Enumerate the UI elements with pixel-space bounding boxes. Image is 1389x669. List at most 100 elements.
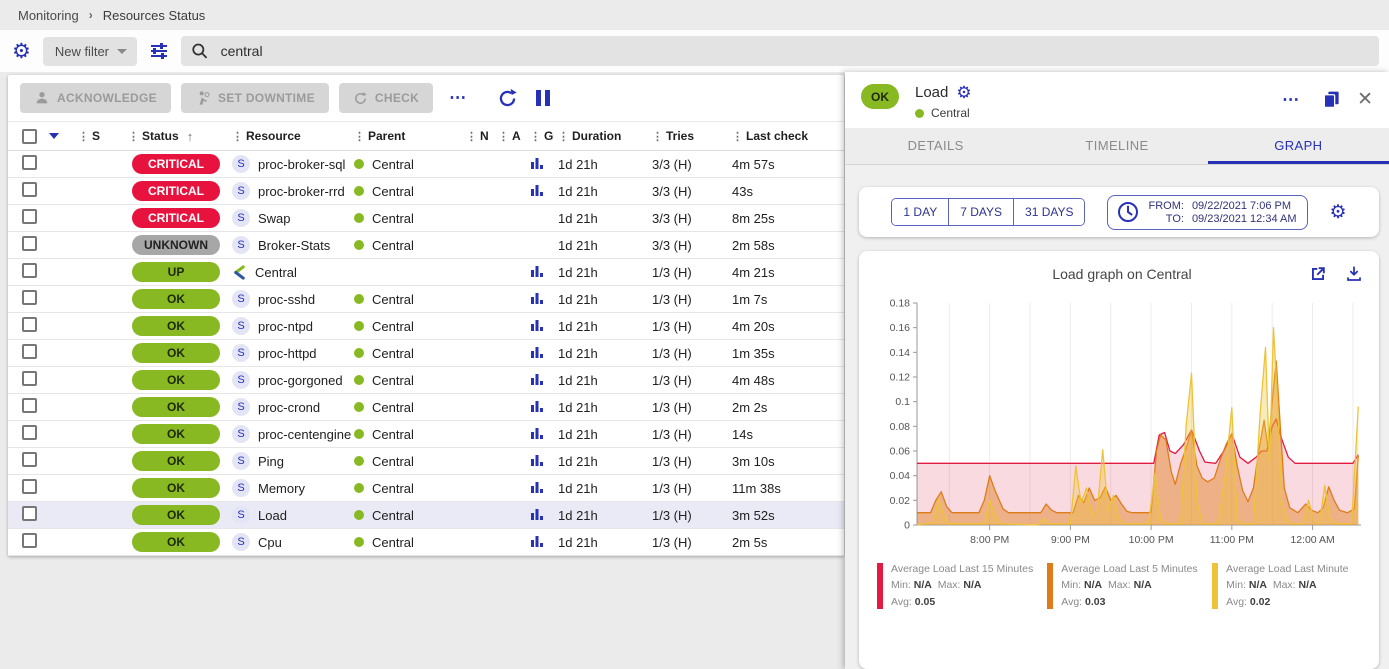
row-checkbox[interactable] [22, 236, 37, 251]
row-checkbox[interactable] [22, 371, 37, 386]
row-checkbox[interactable] [22, 479, 37, 494]
column-header-severity[interactable]: ⋮ S [78, 129, 101, 143]
breadcrumb-item-resources-status[interactable]: Resources Status [102, 7, 206, 23]
status-pill[interactable]: UP [132, 262, 220, 282]
tab-timeline[interactable]: TIMELINE [1085, 138, 1149, 153]
row-checkbox[interactable] [22, 533, 37, 548]
column-header-a[interactable]: ⋮ A [498, 129, 521, 143]
resource-cell[interactable]: S Swap [232, 209, 354, 227]
graph-bars-icon[interactable] [530, 317, 544, 332]
parent-cell[interactable]: Central [354, 157, 466, 172]
status-pill[interactable]: OK [132, 370, 220, 390]
download-icon[interactable] [1345, 265, 1363, 283]
graph-bars-icon[interactable] [530, 371, 544, 386]
resource-cell[interactable]: S Cpu [232, 533, 354, 551]
status-pill[interactable]: OK [132, 478, 220, 498]
row-checkbox[interactable] [22, 425, 37, 440]
close-icon[interactable]: ✕ [1357, 89, 1373, 110]
new-filter-button[interactable]: New filter [42, 36, 138, 66]
column-header-resource[interactable]: ⋮ Resource [232, 129, 301, 143]
status-pill[interactable]: OK [132, 289, 220, 309]
pause-icon[interactable] [536, 90, 551, 106]
graph-bars-icon[interactable] [530, 290, 544, 305]
parent-cell[interactable]: Central [354, 400, 466, 415]
graph-bars-icon[interactable] [530, 398, 544, 413]
column-header-n[interactable]: ⋮ N [466, 129, 489, 143]
table-row[interactable]: OK S Ping Central 1d 21h 1/3 (H) 3m 10s [8, 448, 844, 475]
graph-bars-icon[interactable] [530, 506, 544, 521]
tune-filters-icon[interactable] [149, 41, 169, 61]
tab-details[interactable]: DETAILS [907, 138, 964, 153]
column-header-tries[interactable]: ⋮ Tries [652, 129, 695, 143]
status-pill[interactable]: OK [132, 397, 220, 417]
parent-cell[interactable]: Central [354, 373, 466, 388]
graph-bars-icon[interactable] [530, 533, 544, 548]
resource-cell[interactable]: Central [232, 265, 354, 280]
status-pill[interactable]: OK [132, 532, 220, 552]
parent-cell[interactable]: Central [354, 454, 466, 469]
tab-graph[interactable]: GRAPH [1207, 128, 1389, 164]
row-checkbox[interactable] [22, 317, 37, 332]
detail-more-actions-button[interactable]: ⋯ [1282, 89, 1301, 109]
table-row[interactable]: UP Central 1d 21h 1/3 (H) 4m 21s [8, 259, 844, 286]
parent-cell[interactable]: Central [354, 346, 466, 361]
copy-link-icon[interactable] [1322, 89, 1341, 110]
search-input[interactable] [220, 43, 1369, 59]
legend-item[interactable]: Average Load Last 5 Minutes Min: N/A Max:… [1047, 561, 1198, 610]
parent-cell[interactable]: Central [354, 211, 466, 226]
graph-bars-icon[interactable] [530, 263, 544, 278]
resource-cell[interactable]: S Memory [232, 479, 354, 497]
resource-settings-gear-icon[interactable]: ⚙ [956, 83, 972, 102]
refresh-icon[interactable] [497, 88, 518, 109]
status-pill[interactable]: CRITICAL [132, 181, 220, 201]
table-row[interactable]: OK S Load Central 1d 21h 1/3 (H) 3m 52s [8, 502, 844, 529]
acknowledge-button[interactable]: ACKNOWLEDGE [20, 83, 171, 113]
status-pill[interactable]: CRITICAL [132, 154, 220, 174]
range-button-31-days[interactable]: 31 DAYS [1013, 199, 1085, 225]
parent-cell[interactable]: Central [354, 481, 466, 496]
status-pill[interactable]: OK [132, 451, 220, 471]
status-pill[interactable]: CRITICAL [132, 208, 220, 228]
parent-cell[interactable]: Central [354, 535, 466, 550]
resource-cell[interactable]: S Broker-Stats [232, 236, 354, 254]
graph-bars-icon[interactable] [530, 479, 544, 494]
select-menu-caret-icon[interactable] [49, 133, 59, 139]
row-checkbox[interactable] [22, 209, 37, 224]
column-header-duration[interactable]: ⋮ Duration [558, 129, 622, 143]
row-checkbox[interactable] [22, 506, 37, 521]
check-button[interactable]: CHECK [338, 83, 434, 113]
status-pill[interactable]: OK [132, 316, 220, 336]
row-checkbox[interactable] [22, 398, 37, 413]
status-pill[interactable]: OK [132, 343, 220, 363]
open-in-new-icon[interactable] [1309, 265, 1327, 283]
parent-cell[interactable]: Central [354, 319, 466, 334]
table-row[interactable]: OK S Memory Central 1d 21h 1/3 (H) 11m 38s [8, 475, 844, 502]
legend-item[interactable]: Average Load Last Minute Min: N/A Max: N/… [1212, 561, 1363, 610]
row-checkbox[interactable] [22, 182, 37, 197]
legend-item[interactable]: Average Load Last 15 Minutes Min: N/A Max… [877, 561, 1033, 610]
status-pill[interactable]: UNKNOWN [132, 235, 220, 255]
graph-bars-icon[interactable] [530, 425, 544, 440]
row-checkbox[interactable] [22, 290, 37, 305]
row-checkbox[interactable] [22, 263, 37, 278]
column-header-parent[interactable]: ⋮ Parent [354, 129, 406, 143]
graph-bars-icon[interactable] [530, 182, 544, 197]
range-button-1-day[interactable]: 1 DAY [892, 199, 949, 225]
column-header-status[interactable]: ⋮ Status ↑ [128, 128, 194, 144]
graph-settings-gear-icon[interactable]: ⚙ [1329, 201, 1347, 223]
parent-cell[interactable]: Central [354, 184, 466, 199]
resource-cell[interactable]: S Ping [232, 452, 354, 470]
search-field[interactable] [181, 36, 1379, 66]
